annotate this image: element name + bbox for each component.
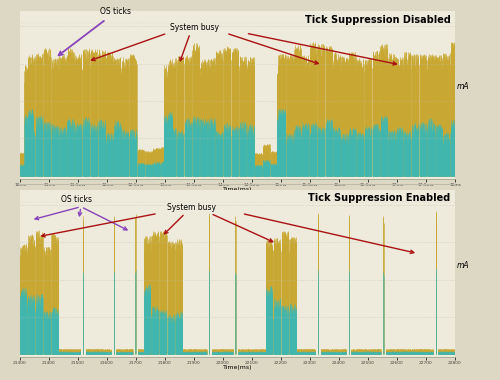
Text: Tick Suppression Enabled: Tick Suppression Enabled — [308, 193, 450, 203]
Text: mA: mA — [457, 261, 470, 270]
Text: OS ticks: OS ticks — [62, 195, 92, 204]
Text: System busy: System busy — [168, 203, 216, 212]
Text: mA: mA — [457, 82, 470, 91]
Text: System busy: System busy — [170, 23, 218, 32]
X-axis label: Time(ms): Time(ms) — [223, 187, 252, 192]
X-axis label: Time(ms): Time(ms) — [223, 365, 252, 370]
Text: Tick Suppression Disabled: Tick Suppression Disabled — [305, 15, 450, 25]
Text: OS ticks: OS ticks — [58, 8, 131, 55]
